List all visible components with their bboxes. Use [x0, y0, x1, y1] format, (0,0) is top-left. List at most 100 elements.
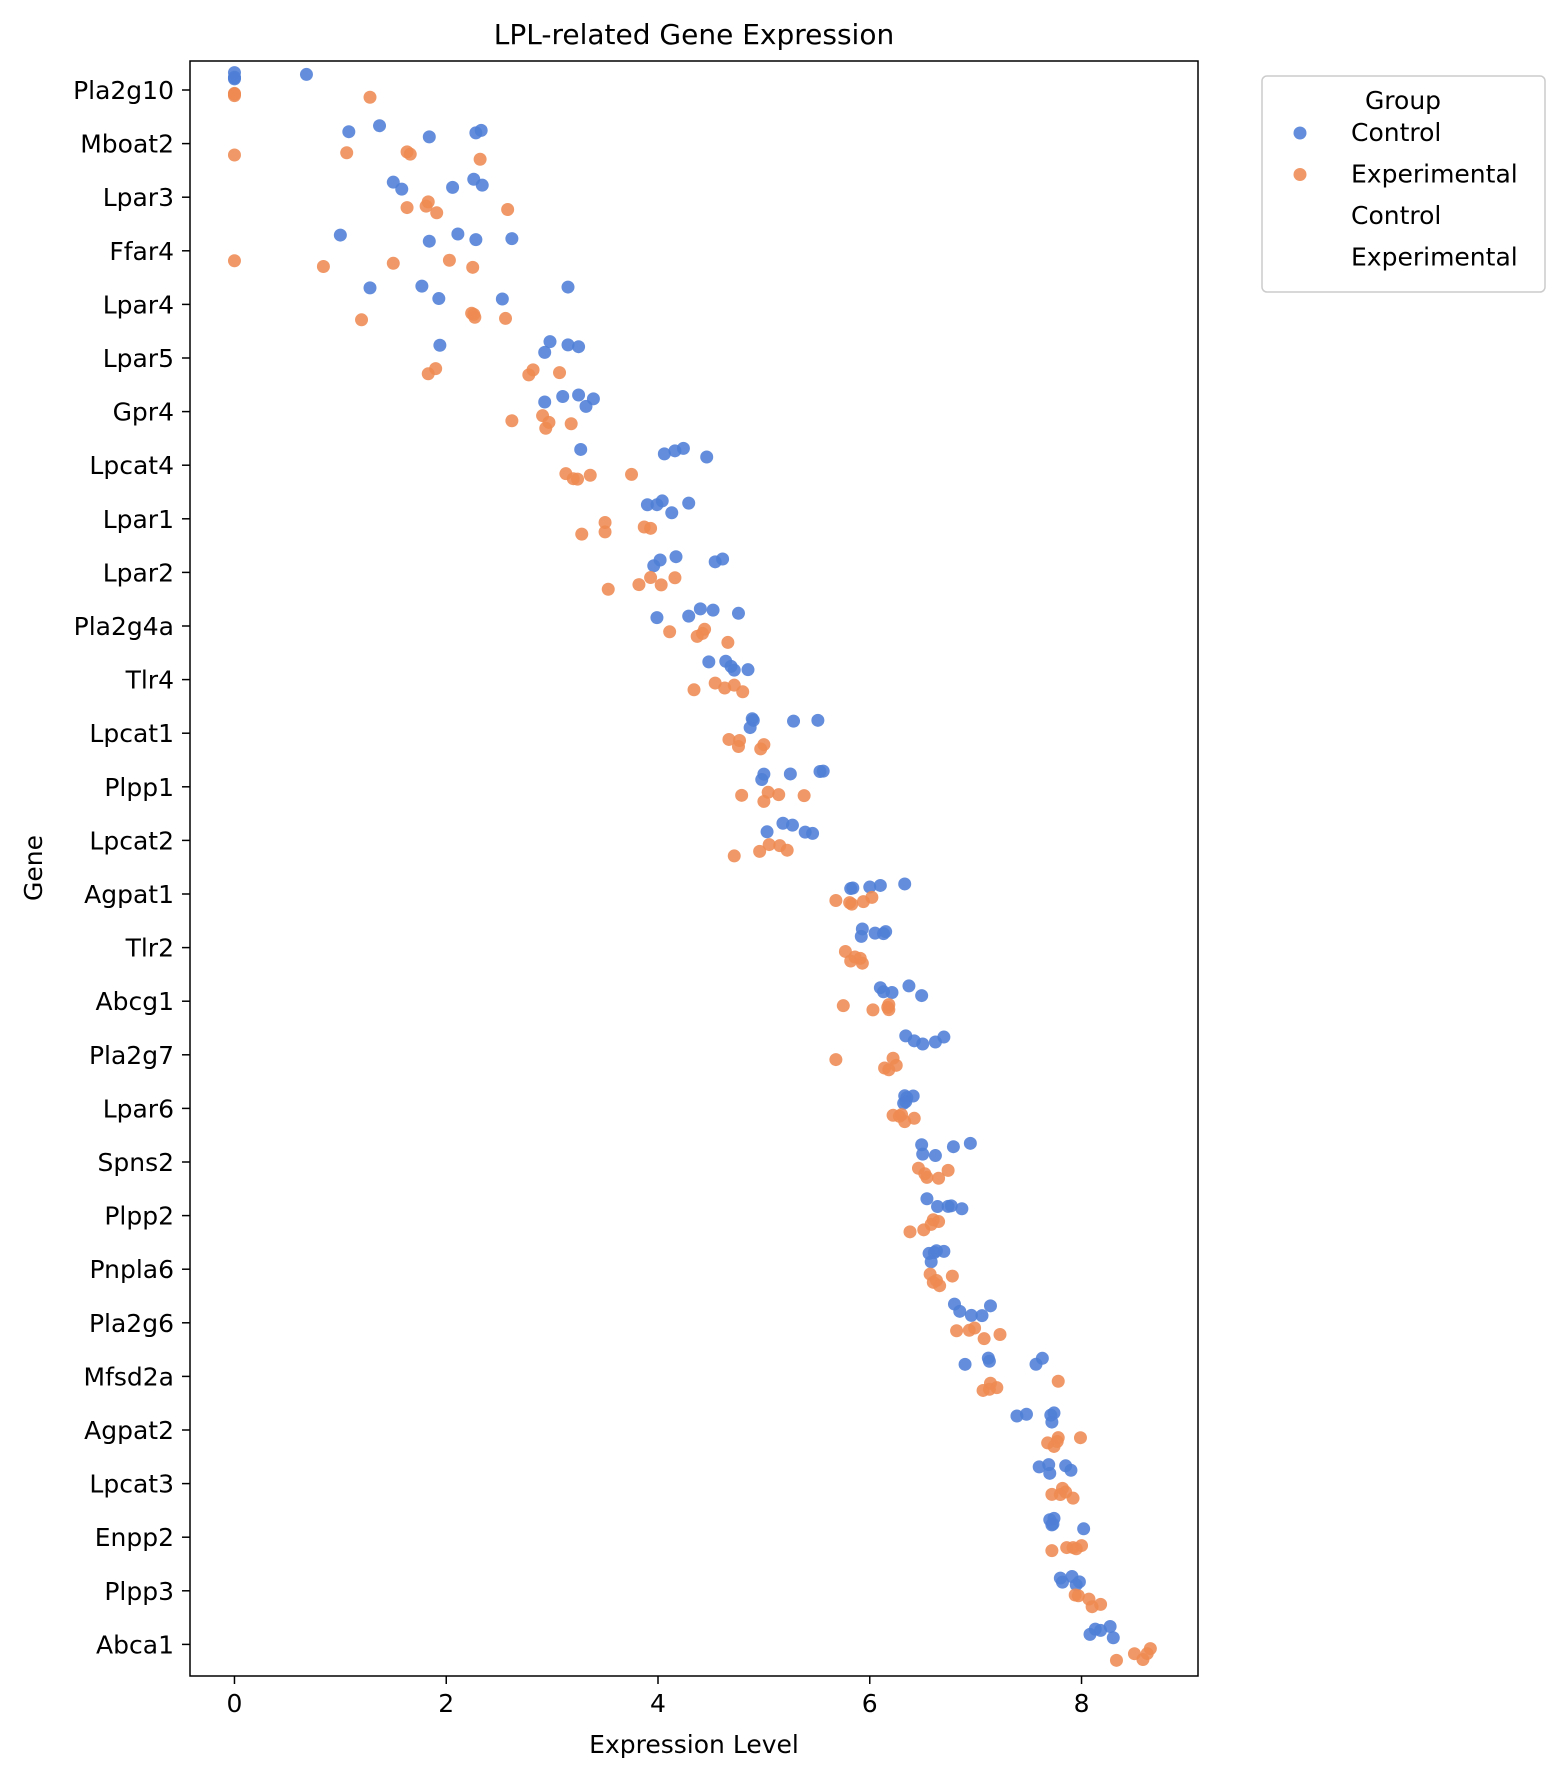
point-experimental-tlr4	[687, 683, 701, 697]
y-tick-label: Abcg1	[96, 987, 175, 1016]
point-experimental-agpat2	[1051, 1431, 1065, 1445]
point-experimental-lpar4	[355, 313, 369, 327]
x-tick-label: 2	[438, 1689, 454, 1718]
point-control-mboat2	[474, 123, 488, 137]
point-control-plpp3	[1072, 1575, 1086, 1589]
point-experimental-lpar2	[668, 571, 682, 585]
point-experimental-lpar5	[526, 363, 540, 377]
point-experimental-ffar4	[386, 256, 400, 270]
point-control-lpar4	[363, 281, 377, 295]
point-control-lpcat1	[787, 714, 801, 728]
x-tick-label: 8	[1074, 1689, 1090, 1718]
point-experimental-lpar5	[553, 366, 567, 380]
series-experimental	[227, 86, 1157, 1667]
point-experimental-lpar3	[430, 206, 444, 220]
point-experimental-pla2g6	[977, 1332, 991, 1346]
point-experimental-plpp1	[772, 788, 786, 802]
point-control-lpar4	[495, 292, 509, 306]
point-experimental-abcg1	[882, 998, 896, 1012]
point-experimental-lpar1	[644, 521, 658, 535]
y-tick-label: Agpat1	[84, 880, 174, 909]
point-control-pla2g10	[299, 67, 313, 81]
point-experimental-enpp2	[1045, 1544, 1059, 1558]
point-experimental-lpcat1	[757, 738, 771, 752]
legend-label: Control	[1351, 118, 1441, 147]
point-experimental-pla2g6	[968, 1321, 982, 1335]
legend-title: Group	[1365, 86, 1441, 115]
point-experimental-gpr4	[564, 417, 578, 431]
chart-title: LPL-related Gene Expression	[494, 18, 894, 51]
point-control-lpcat2	[760, 825, 774, 839]
point-control-plpp2	[944, 1199, 958, 1213]
y-tick-label: Lpar6	[103, 1094, 174, 1123]
point-control-plpp2	[931, 1200, 945, 1213]
point-experimental-plpp1	[761, 785, 775, 799]
point-experimental-lpar3	[400, 201, 414, 215]
point-control-pla2g6	[953, 1304, 967, 1318]
point-experimental-lpar5	[429, 362, 443, 376]
y-tick-label: Lpcat1	[89, 719, 174, 748]
point-experimental-lpar2	[601, 582, 615, 596]
point-experimental-lpar4	[499, 311, 513, 325]
point-control-lpcat4	[676, 441, 690, 455]
point-control-lpar3	[395, 182, 409, 196]
point-control-enpp2	[1077, 1522, 1091, 1536]
legend-frame	[1261, 75, 1546, 293]
point-control-enpp2	[1047, 1511, 1061, 1525]
point-control-ffar4	[451, 227, 465, 241]
point-control-lpar1	[682, 496, 696, 510]
point-control-pla2g4a	[693, 602, 707, 616]
point-experimental-lpcat2	[727, 849, 741, 863]
point-experimental-lpcat2	[753, 844, 767, 858]
legend: Group Control Experimental Control Experime…	[1261, 75, 1546, 293]
point-control-pla2g6	[964, 1308, 978, 1322]
point-control-lpcat3	[1043, 1466, 1057, 1480]
point-experimental-lpar1	[598, 516, 612, 530]
point-control-plpp2	[920, 1192, 934, 1206]
point-control-gpr4	[586, 392, 600, 406]
legend-label: Experimental	[1351, 160, 1518, 189]
point-experimental-mboat2	[403, 147, 417, 161]
point-experimental-lpar2	[632, 578, 646, 592]
point-experimental-mfsd2a	[1051, 1374, 1065, 1388]
point-control-lpcat4	[574, 442, 588, 456]
point-experimental-mboat2	[340, 146, 354, 160]
y-tick-label: Enpp2	[95, 1523, 174, 1552]
y-tick-label: Plpp2	[104, 1202, 174, 1231]
point-experimental-pla2g6	[993, 1327, 1007, 1341]
point-experimental-pla2g4a	[698, 622, 712, 636]
point-control-abca1	[1103, 1619, 1117, 1633]
y-tick-label: Lpar3	[103, 183, 174, 212]
y-tick-label: Agpat2	[84, 1416, 174, 1445]
y-tick-label: Lpar5	[103, 344, 174, 373]
point-experimental-lpar2	[654, 578, 668, 592]
point-control-plpp1	[783, 767, 797, 781]
point-control-lpcat2	[806, 826, 820, 840]
point-control-spns2	[963, 1136, 977, 1150]
y-tick-label: Lpar4	[103, 290, 174, 319]
point-experimental-pla2g10	[363, 90, 377, 104]
point-experimental-lpar3	[501, 202, 515, 216]
point-experimental-plpp1	[797, 789, 811, 803]
point-control-lpar4	[415, 279, 429, 293]
point-control-lpar1	[640, 498, 654, 512]
point-experimental-plpp2	[903, 1225, 917, 1239]
x-tick-label: 0	[227, 1689, 243, 1718]
point-experimental-spns2	[920, 1170, 934, 1184]
point-control-abcg1	[885, 986, 899, 1000]
point-experimental-tlr2	[855, 956, 869, 970]
y-tick-label: Mfsd2a	[84, 1362, 175, 1391]
point-control-lpcat3	[1064, 1463, 1078, 1477]
point-control-plpp2	[955, 1202, 969, 1216]
point-control-agpat1	[873, 878, 887, 892]
point-experimental-ffar4	[442, 253, 456, 267]
y-tick-label: Gpr4	[113, 398, 174, 427]
point-experimental-ffar4	[316, 259, 330, 273]
point-control-mfsd2a	[958, 1357, 972, 1371]
point-experimental-lpar6	[907, 1111, 921, 1125]
point-experimental-lpcat1	[722, 732, 736, 746]
point-control-plpp1	[757, 767, 771, 781]
point-experimental-agpat1	[829, 894, 843, 908]
point-control-mboat2	[342, 125, 356, 139]
